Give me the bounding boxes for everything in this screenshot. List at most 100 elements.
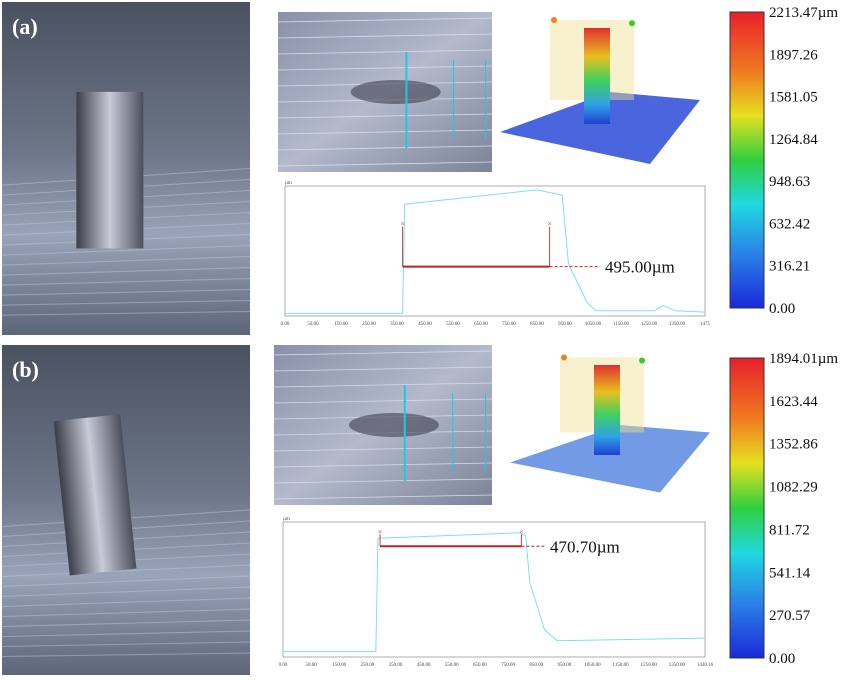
pillar <box>76 91 144 249</box>
profile-tick-label: 1475 <box>700 322 711 327</box>
profile-tick-label: 1050.00 <box>584 663 601 668</box>
colorbar-label: 948.63 <box>769 174 810 190</box>
colorbar-label: 1264.84 <box>769 132 818 148</box>
colorbar-label: 0.00 <box>769 651 795 667</box>
surface <box>510 425 710 493</box>
profile-tick-label: 50.00 <box>306 663 318 668</box>
profile-tick-label: 550.00 <box>446 322 460 327</box>
profile-tick-label: 1150.00 <box>613 663 630 668</box>
profile-tick-label: 450.00 <box>418 322 432 327</box>
profile-tick-label: 850.00 <box>530 322 544 327</box>
fiber <box>1 289 251 296</box>
marker <box>561 354 567 361</box>
fiber <box>1 597 251 607</box>
profile-tick-label: 950.00 <box>558 322 572 327</box>
profile-curve <box>283 532 706 653</box>
profile-tick-label: 1250.00 <box>641 322 658 327</box>
marker <box>639 357 645 364</box>
fiber <box>1 564 251 577</box>
measurement: 495.00µm <box>605 258 675 277</box>
colorbar <box>729 11 765 309</box>
profile-tick-label: 250.00 <box>361 663 375 668</box>
fiber <box>273 350 493 356</box>
measurement: 470.70µm <box>550 537 620 556</box>
fiber <box>1 278 251 286</box>
fiber <box>1 586 251 597</box>
fiber <box>1 608 251 617</box>
profile-tick-label: 1250.00 <box>641 663 658 668</box>
profile-tick-label: 350.00 <box>389 663 403 668</box>
fiber <box>273 382 493 388</box>
profile-tick-label: 0.00 <box>281 322 290 327</box>
colorbar-label: 811.72 <box>769 522 810 538</box>
colorbar-label: 1623.44 <box>769 394 818 410</box>
profile-tick-label: 850.00 <box>529 663 543 668</box>
fiber <box>277 161 493 167</box>
fiber <box>1 267 251 276</box>
pillar-3d <box>584 28 610 124</box>
profile-tick-label: 1350.00 <box>669 322 686 327</box>
colorbar-label: 0.00 <box>769 301 795 317</box>
fiber <box>277 17 493 23</box>
profile-tick-label: 250.00 <box>362 322 376 327</box>
profile-tick-label: 450.00 <box>417 663 431 668</box>
fiber <box>277 65 493 71</box>
fiber <box>1 630 251 637</box>
pillar <box>53 414 137 576</box>
cursor-mark: × <box>519 527 524 536</box>
cursor-mark: × <box>400 220 405 229</box>
fiber <box>277 145 493 151</box>
fiber <box>273 446 493 452</box>
profile-tick-label: 350.00 <box>390 322 404 327</box>
colorbar-label: 1897.26 <box>769 47 818 63</box>
fiber <box>1 575 251 587</box>
fiber <box>1 245 251 256</box>
fiber <box>277 49 493 55</box>
defect <box>348 413 439 437</box>
fiber <box>277 33 493 39</box>
fiber <box>1 619 251 627</box>
profile-tick-label: 1430.16 <box>697 663 714 668</box>
marker <box>629 20 635 27</box>
pillar-3d <box>594 365 620 455</box>
marker <box>551 17 557 23</box>
profile-unit: µm <box>285 181 292 186</box>
profile-tick-label: 750.00 <box>502 322 516 327</box>
colorbar-label: 2213.47µm <box>769 5 838 21</box>
profile-tick-label: 750.00 <box>501 663 515 668</box>
surface <box>500 92 700 164</box>
profile-tick-label: 1150.00 <box>613 322 630 327</box>
colorbar-label: 316.21 <box>769 259 810 275</box>
profile-tick-label: 150.00 <box>332 663 346 668</box>
fiber <box>1 311 251 316</box>
colorbar-label: 1352.86 <box>769 437 818 453</box>
panel-label: (a) <box>12 14 38 39</box>
fiber <box>277 129 493 135</box>
fiber <box>1 652 251 657</box>
fiber <box>1 256 251 266</box>
colorbar-label: 1581.05 <box>769 90 818 106</box>
fiber <box>273 478 493 484</box>
panel-label: (b) <box>12 357 39 382</box>
colorbar-label: 1894.01µm <box>769 351 838 367</box>
fiber <box>273 462 493 468</box>
colorbar-label: 270.57 <box>769 608 811 624</box>
profile-tick-label: 950.00 <box>557 663 571 668</box>
profile-curve <box>285 189 706 314</box>
fiber <box>277 113 493 119</box>
profile-tick-label: 650.00 <box>474 322 488 327</box>
fiber <box>273 366 493 372</box>
profile-frame <box>284 185 706 317</box>
profile-tick-label: 650.00 <box>473 663 487 668</box>
fiber <box>1 641 251 647</box>
profile-tick-label: 0.00 <box>279 663 288 668</box>
fiber <box>1 300 251 306</box>
profile-tick-label: 1350.00 <box>669 663 686 668</box>
fiber <box>273 398 493 404</box>
profile-tick-label: 550.00 <box>445 663 459 668</box>
colorbar <box>729 357 765 659</box>
profile-tick-label: 150.00 <box>334 322 348 327</box>
profile-tick-label: 1050.00 <box>585 322 602 327</box>
cursor-mark: × <box>547 220 552 229</box>
defect <box>350 80 441 104</box>
